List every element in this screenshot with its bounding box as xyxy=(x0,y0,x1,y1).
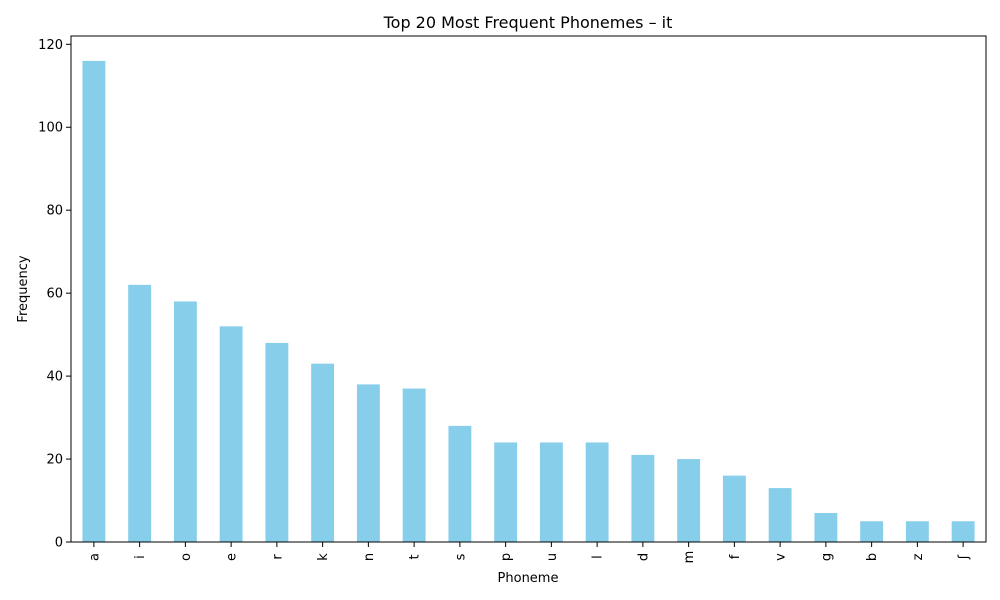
bar-9 xyxy=(494,442,518,542)
y-tick-label-6: 120 xyxy=(38,38,63,53)
bar-3 xyxy=(219,326,243,542)
x-tick-label-10: u xyxy=(545,553,560,561)
x-tick-label-8: s xyxy=(453,553,468,560)
y-tick-label-4: 80 xyxy=(46,204,63,219)
x-tick-label-19: ʃ xyxy=(957,554,972,560)
y-axis: 0 20 40 60 80 100 120 xyxy=(38,38,71,551)
y-tick-label-3: 60 xyxy=(46,287,63,302)
bar-14 xyxy=(722,475,746,542)
bar-12 xyxy=(631,454,655,542)
bar-7 xyxy=(402,388,426,542)
x-tick-label-12: d xyxy=(636,553,651,561)
x-tick-label-17: b xyxy=(865,553,880,561)
x-tick-label-15: v xyxy=(774,553,789,561)
bar-10 xyxy=(539,442,563,542)
x-tick-label-6: n xyxy=(362,553,377,561)
bar-16 xyxy=(814,512,838,542)
bar-5 xyxy=(311,363,335,542)
y-tick-label-2: 40 xyxy=(46,370,63,385)
x-tick-label-4: r xyxy=(270,554,285,560)
y-tick-label-5: 100 xyxy=(38,121,63,136)
bar-6 xyxy=(356,384,380,542)
bar-13 xyxy=(677,459,701,542)
x-tick-label-7: t xyxy=(408,554,423,559)
x-tick-label-5: k xyxy=(316,553,331,561)
x-tick-label-11: l xyxy=(591,555,606,559)
x-tick-label-13: m xyxy=(682,551,697,564)
bar-2 xyxy=(173,301,197,542)
x-axis-label: Phoneme xyxy=(498,571,559,586)
bar-18 xyxy=(905,521,929,542)
x-tick-label-9: p xyxy=(499,553,514,561)
x-tick-label-1: i xyxy=(133,555,148,559)
bars-group xyxy=(82,60,975,542)
x-tick-label-2: o xyxy=(179,553,194,561)
bar-4 xyxy=(265,342,289,542)
x-tick-label-14: f xyxy=(728,554,743,559)
bar-19 xyxy=(951,521,975,542)
bar-17 xyxy=(860,521,884,542)
y-tick-label-1: 20 xyxy=(46,453,63,468)
y-tick-label-0: 0 xyxy=(55,536,63,551)
bar-15 xyxy=(768,488,792,542)
y-axis-label: Frequency xyxy=(16,255,31,322)
x-tick-label-0: a xyxy=(87,553,102,561)
bar-1 xyxy=(128,284,152,542)
x-tick-label-16: g xyxy=(819,553,834,561)
x-tick-label-3: e xyxy=(225,553,240,561)
chart-title: Top 20 Most Frequent Phonemes – it xyxy=(383,13,673,32)
bar-0 xyxy=(82,60,106,542)
plot-frame xyxy=(70,35,987,543)
bar-8 xyxy=(448,425,472,542)
bar-11 xyxy=(585,442,609,542)
x-tick-label-18: z xyxy=(911,553,926,560)
